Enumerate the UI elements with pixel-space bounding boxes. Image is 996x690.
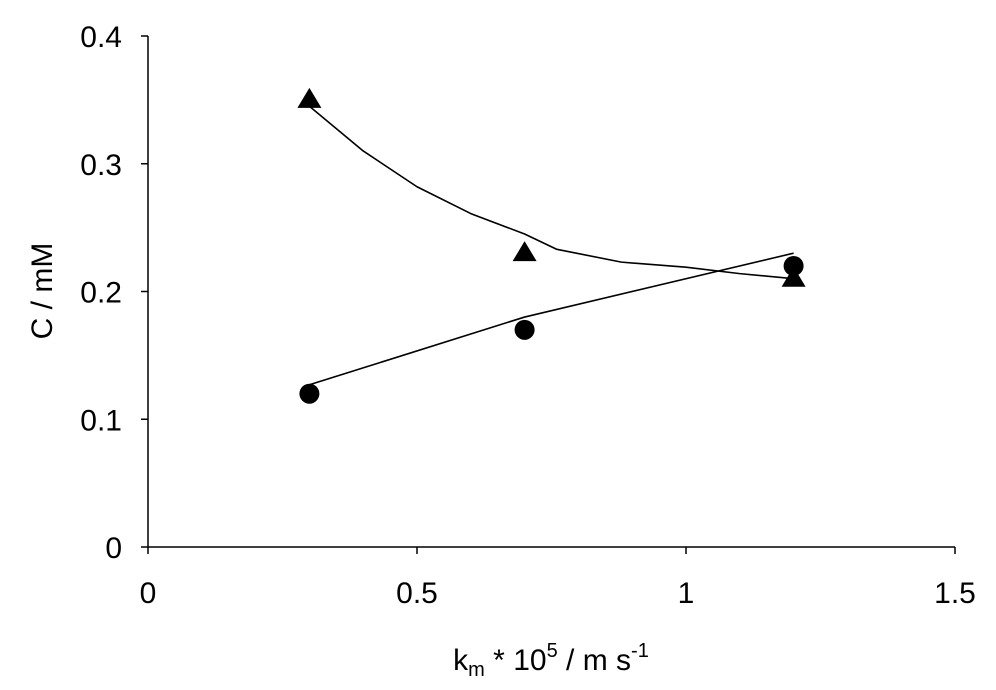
- data-markers: [297, 87, 806, 404]
- triangle-marker: [297, 87, 322, 108]
- y-axis-ticks: 0 0.1 0.2 0.3 0.4: [80, 21, 148, 565]
- fit-curve-triangle: [308, 105, 794, 280]
- x-tick-label: 1.5: [934, 577, 976, 610]
- x-axis-title-times: * 10: [485, 644, 547, 677]
- x-axis-title-k: k: [453, 644, 469, 677]
- x-axis-ticks: 0 0.5 1 1.5: [140, 547, 976, 610]
- circle-marker: [299, 383, 320, 404]
- circle-marker: [783, 255, 804, 276]
- fit-curves: [308, 105, 794, 386]
- x-tick-label: 0.5: [396, 577, 438, 610]
- x-axis-title-exponent: 5: [547, 640, 558, 662]
- fit-curve-circle: [309, 252, 794, 386]
- y-tick-label: 0.1: [80, 404, 122, 437]
- x-axis-title: km * 105 / m s-1: [453, 640, 649, 681]
- x-tick-label: 1: [678, 577, 695, 610]
- x-axis-title-unit: / m s: [558, 644, 631, 677]
- x-tick-label: 0: [140, 577, 157, 610]
- y-tick-label: 0.2: [80, 277, 122, 310]
- circle-marker: [514, 319, 535, 340]
- y-axis-title: C / mM: [26, 243, 59, 340]
- axes: [147, 36, 955, 548]
- y-tick-label: 0.3: [80, 149, 122, 182]
- triangle-marker: [781, 266, 806, 287]
- x-axis-title-subscript: m: [468, 659, 485, 681]
- triangle-marker: [512, 241, 537, 262]
- x-axis-title-unit-exponent: -1: [631, 640, 649, 662]
- y-tick-label: 0.4: [80, 21, 122, 54]
- y-tick-label: 0: [105, 532, 122, 565]
